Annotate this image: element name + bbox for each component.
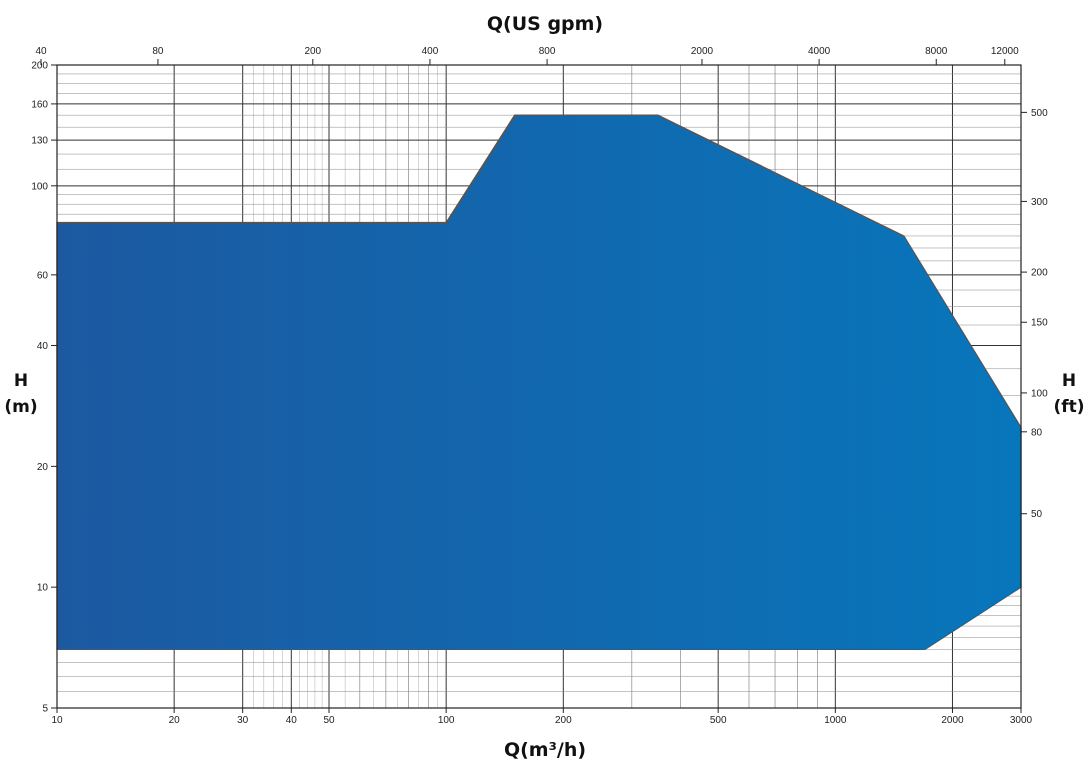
left-tick-label: 60 bbox=[37, 270, 49, 281]
operating-range-area bbox=[56, 114, 1022, 650]
bottom-tick-label: 2000 bbox=[941, 715, 964, 726]
bottom-tick-label: 1000 bbox=[824, 715, 847, 726]
right-tick-label: 300 bbox=[1031, 197, 1048, 208]
left-tick-label: 20 bbox=[37, 462, 49, 473]
operating-range-polygon bbox=[56, 114, 1022, 650]
right-tick-label: 150 bbox=[1031, 318, 1048, 329]
right-axis-title-symbol: H bbox=[1062, 371, 1076, 391]
top-tick-label: 80 bbox=[152, 46, 164, 57]
axes bbox=[40, 59, 1027, 713]
right-tick-label: 50 bbox=[1031, 509, 1043, 520]
left-tick-label: 200 bbox=[31, 61, 48, 72]
left-tick-label: 100 bbox=[31, 181, 48, 192]
top-tick-label: 12000 bbox=[991, 46, 1019, 57]
bottom-axis-title: Q(m³/h) bbox=[504, 739, 586, 761]
bottom-tick-label: 40 bbox=[286, 715, 298, 726]
bottom-tick-label: 100 bbox=[438, 715, 455, 726]
top-tick-label: 40 bbox=[35, 46, 47, 57]
right-tick-label: 200 bbox=[1031, 268, 1048, 279]
top-tick-label: 800 bbox=[539, 46, 556, 57]
left-axis-title-unit: (m) bbox=[4, 397, 37, 417]
right-tick-label: 80 bbox=[1031, 427, 1043, 438]
left-tick-label: 5 bbox=[42, 704, 48, 715]
bottom-tick-label: 500 bbox=[710, 715, 727, 726]
left-tick-label: 160 bbox=[31, 99, 48, 110]
bottom-tick-label: 3000 bbox=[1010, 715, 1033, 726]
top-tick-label: 2000 bbox=[691, 46, 714, 57]
bottom-tick-label: 200 bbox=[555, 715, 572, 726]
plot-frame bbox=[56, 64, 1022, 709]
right-tick-label: 100 bbox=[1031, 388, 1048, 399]
right-tick-label: 500 bbox=[1031, 108, 1048, 119]
top-tick-label: 4000 bbox=[808, 46, 831, 57]
top-tick-label: 8000 bbox=[925, 46, 948, 57]
top-axis-title: Q(US gpm) bbox=[487, 13, 603, 35]
bottom-tick-label: 20 bbox=[169, 715, 181, 726]
top-tick-label: 200 bbox=[304, 46, 321, 57]
right-axis-title-unit: (ft) bbox=[1053, 397, 1084, 417]
left-tick-label: 40 bbox=[37, 341, 49, 352]
top-tick-label: 400 bbox=[422, 46, 439, 57]
left-tick-label: 10 bbox=[37, 583, 49, 594]
bottom-tick-label: 10 bbox=[51, 715, 63, 726]
left-tick-label: 130 bbox=[31, 136, 48, 147]
left-axis-title-symbol: H bbox=[14, 371, 28, 391]
bottom-tick-label: 50 bbox=[323, 715, 335, 726]
bottom-tick-label: 30 bbox=[237, 715, 249, 726]
tick-labels: 10 20 30 40 50 100 200 500 1000 2000 3000510204060… bbox=[31, 46, 1048, 726]
